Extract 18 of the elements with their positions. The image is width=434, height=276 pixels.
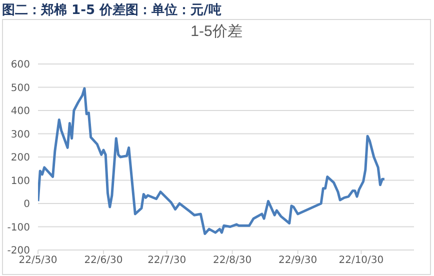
x-tick-label: 22/7/30	[148, 255, 186, 266]
y-tick-label: 500	[10, 82, 30, 94]
chart-title: 图二：郑棉 1-5 价差图：单位：元/吨	[2, 2, 222, 19]
y-tick-label: -100	[7, 222, 30, 234]
x-tick-label: 22/8/30	[213, 255, 252, 266]
y-tick-label: 0	[24, 199, 30, 210]
y-tick-label: 400	[10, 106, 30, 118]
y-tick-label: 100	[10, 176, 30, 187]
x-tick-label: 22/10/30	[338, 255, 384, 266]
y-tick-label: 200	[10, 152, 30, 164]
line-series	[38, 87, 386, 235]
y-tick-label: -200	[7, 246, 30, 257]
x-tick-label: 22/6/30	[84, 255, 123, 266]
x-tick-label: 22/5/30	[18, 255, 58, 266]
x-tick-label: 22/9/30	[278, 255, 318, 266]
y-tick-label: 600	[10, 60, 30, 71]
y-tick-label: 300	[10, 129, 30, 140]
chart-subtitle: 1-5价差	[190, 22, 244, 41]
